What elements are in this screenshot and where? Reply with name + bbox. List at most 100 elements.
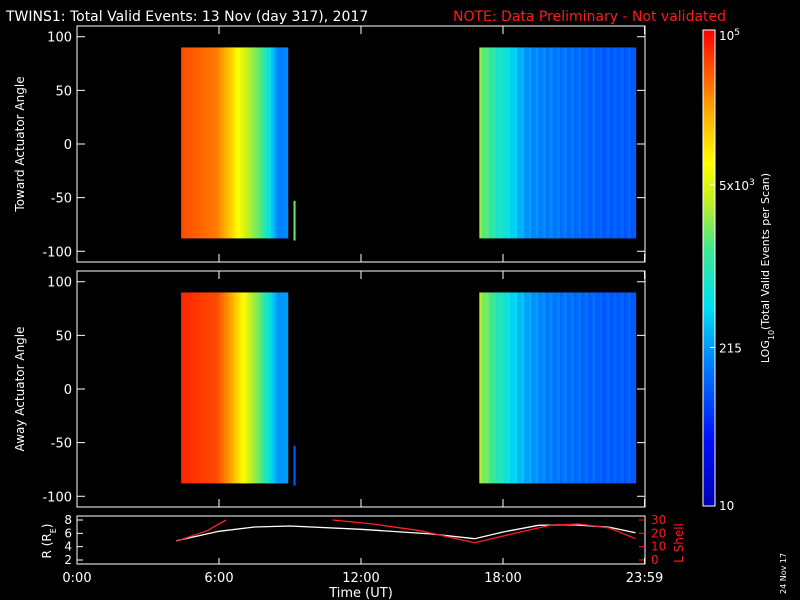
- heatmap-column: [536, 292, 540, 484]
- heatmap-column: [223, 47, 227, 239]
- y-tick-label: -100: [42, 245, 72, 260]
- heatmap-column: [512, 47, 516, 239]
- heatmap-column: [585, 47, 589, 239]
- heatmap-column: [526, 47, 530, 239]
- heatmap-column: [488, 292, 492, 484]
- heatmap-column: [202, 292, 206, 484]
- heatmap-column: [628, 47, 632, 239]
- heatmap-column: [604, 47, 608, 239]
- heatmap-column: [571, 292, 575, 484]
- heatmap-column: [268, 292, 272, 484]
- heatmap-column: [595, 47, 599, 239]
- heatmap-column: [204, 47, 208, 239]
- heatmap-column: [188, 47, 192, 239]
- heatmap-column: [230, 292, 234, 484]
- heatmap-column: [261, 47, 265, 239]
- heatmap-column: [263, 292, 267, 484]
- heatmap-column: [545, 47, 549, 239]
- heatmap-column: [183, 292, 187, 484]
- heatmap-column: [237, 47, 241, 239]
- heatmap-column: [609, 47, 613, 239]
- date-stamp: 24 Nov 17: [779, 553, 788, 594]
- heatmap-column: [183, 47, 187, 239]
- heatmap-column: [223, 292, 227, 484]
- heatmap-column: [543, 292, 547, 484]
- heatmap-column: [245, 47, 248, 239]
- lshell-tick-label: 30: [651, 513, 666, 527]
- heatmap-column: [562, 292, 566, 484]
- heatmap-column: [237, 292, 241, 484]
- heatmap-column: [569, 47, 573, 239]
- heatmap-column: [616, 47, 620, 239]
- lshell-tick-label: 0: [651, 553, 659, 567]
- heatmap-column: [618, 292, 622, 484]
- heatmap-column: [592, 292, 596, 484]
- away-ylabel: Away Actuator Angle: [13, 326, 27, 451]
- heatmap-column: [263, 47, 267, 239]
- heatmap-column: [600, 292, 603, 484]
- marker-bar: [293, 445, 296, 486]
- heatmap-column: [493, 47, 497, 239]
- heatmap-column: [256, 292, 260, 484]
- heatmap-column: [221, 292, 225, 484]
- heatmap-column: [488, 47, 492, 239]
- preliminary-note: NOTE: Data Preliminary - Not validated: [453, 9, 726, 25]
- heatmap-column: [588, 47, 592, 239]
- heatmap-column: [484, 292, 488, 484]
- time-tick-label: 0:00: [62, 571, 91, 586]
- heatmap-column: [192, 292, 196, 484]
- heatmap-column: [280, 292, 284, 484]
- lshell-tick-label: 20: [651, 526, 666, 540]
- heatmap-column: [245, 292, 248, 484]
- heatmap-column: [592, 47, 596, 239]
- radius-tick-label: 6: [64, 526, 72, 540]
- heatmap-column: [214, 47, 218, 239]
- heatmap-column: [181, 47, 185, 239]
- lshell-line: [176, 519, 227, 542]
- heatmap-column: [604, 292, 608, 484]
- heatmap-column: [216, 292, 220, 484]
- heatmap-column: [519, 292, 523, 484]
- heatmap-column: [481, 292, 485, 484]
- y-tick-label: 50: [55, 329, 72, 344]
- heatmap-column: [576, 292, 580, 484]
- heatmap-column: [192, 47, 196, 239]
- heatmap-column: [249, 47, 253, 239]
- colorbar-title: LOG10(Total Valid Events per Scan): [759, 173, 776, 363]
- heatmap-column: [481, 47, 485, 239]
- heatmap-column: [626, 47, 630, 239]
- heatmap-column: [566, 47, 570, 239]
- heatmap-column: [583, 47, 587, 239]
- time-tick-label: 6:00: [204, 571, 233, 586]
- heatmap-column: [552, 47, 556, 239]
- heatmap-column: [228, 47, 232, 239]
- heatmap-column: [552, 292, 556, 484]
- heatmap-column: [185, 292, 189, 484]
- radius-tick-label: 4: [64, 540, 72, 554]
- heatmap-column: [550, 47, 554, 239]
- heatmap-column: [555, 292, 559, 484]
- heatmap-column: [278, 292, 282, 484]
- heatmap-column: [517, 292, 521, 484]
- heatmap-column: [574, 292, 577, 484]
- lshell-line: [332, 519, 475, 544]
- heatmap-column: [498, 47, 502, 239]
- lshell-tick-label: 10: [651, 540, 666, 554]
- heatmap-column: [590, 292, 594, 484]
- heatmap-column: [211, 292, 215, 484]
- heatmap-column: [247, 47, 251, 239]
- heatmap-column: [531, 292, 535, 484]
- heatmap-column: [550, 292, 554, 484]
- heatmap-column: [285, 292, 289, 484]
- heatmap-column: [280, 47, 284, 239]
- colorbar-scale: [702, 29, 716, 507]
- heatmap-column: [510, 47, 514, 239]
- heatmap-column: [500, 47, 504, 239]
- heatmap-column: [630, 292, 634, 484]
- heatmap-column: [588, 292, 592, 484]
- heatmap-column: [503, 292, 506, 484]
- heatmap-column: [538, 47, 542, 239]
- heatmap-column: [602, 47, 606, 239]
